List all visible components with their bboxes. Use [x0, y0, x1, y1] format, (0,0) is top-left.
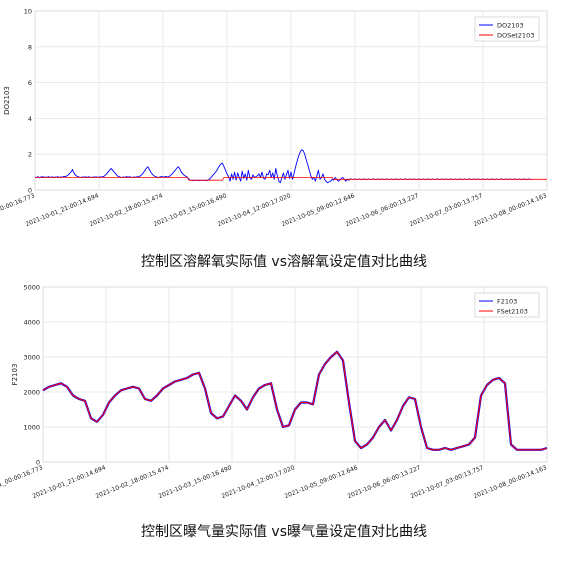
airflow-chart-svg: 0100020003000400050002021-10-01_00:00:16…	[0, 284, 548, 501]
airflow-chart: 0 1000 2000 3000 4000 5000 2021-10-01_00:00:16…	[0, 280, 568, 515]
y-tick-label: 6	[28, 79, 32, 87]
legend-label: F2103	[497, 297, 517, 305]
y-tick-label: 10	[24, 8, 32, 16]
y-axis-label: DO2103	[3, 86, 11, 115]
legend-label: FSet2103	[497, 307, 528, 315]
y-tick-label: 3000	[23, 354, 40, 362]
y-tick-label: 0	[36, 459, 40, 467]
y-tick-label: 4	[28, 115, 32, 123]
legend-box	[474, 292, 540, 318]
do-chart-caption: 控制区溶解氧实际值 vs溶解氧设定值对比曲线	[140, 254, 428, 270]
do-chart: 0 2 4 6 8 10 2021-10-01_00:00:16.773 2021-10-01…	[0, 0, 568, 242]
y-tick-label: 2000	[23, 389, 40, 397]
legend-box	[474, 16, 540, 42]
y-tick-label: 2	[28, 151, 32, 159]
y-tick-label: 5000	[23, 284, 40, 292]
legend-label: DOSet2103	[497, 31, 534, 39]
series-line-doset2103	[35, 177, 547, 181]
y-tick-label: 4000	[23, 319, 40, 327]
legend-label: DO2103	[497, 21, 524, 29]
y-tick-label: 0	[28, 187, 32, 195]
y-axis-label: F2103	[11, 364, 19, 386]
y-tick-label: 1000	[23, 424, 40, 432]
series-line-fset2103	[42, 351, 548, 451]
y-tick-label: 8	[28, 43, 32, 51]
x-tick-label: 2021-10-08_00:00:14.163	[473, 192, 548, 228]
airflow-chart-caption: 控制区曝气量实际值 vs曝气量设定值对比曲线	[140, 524, 428, 540]
do-chart-svg: 02468102021-10-01_00:00:16.7732021-10-01…	[0, 8, 548, 229]
